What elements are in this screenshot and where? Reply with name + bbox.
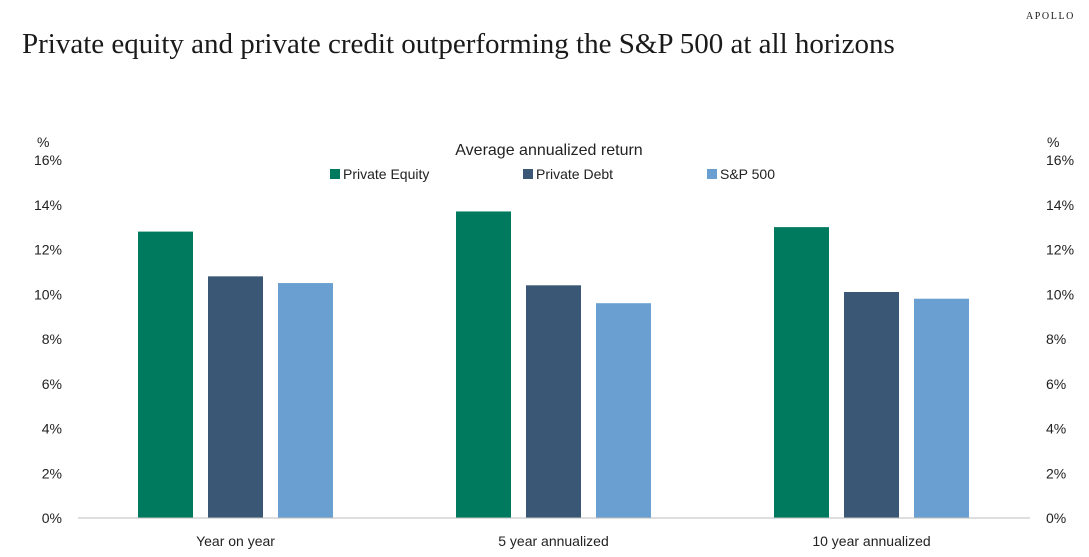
legend-swatch [707,169,717,179]
bar [596,303,651,518]
y-axis-left: 0% 2% 4% 6% 8% 10% 12% 14% 16% [34,152,62,526]
legend-swatch [330,169,340,179]
x-axis-labels: Year on year 5 year annualized 10 year ann… [196,533,931,549]
y-tick-label-right: 10% [1046,286,1074,302]
chart-title: Average annualized return [455,142,642,159]
y-tick-label-left: 2% [42,465,62,481]
y-tick-label-left: 16% [34,152,62,168]
bar [456,211,511,518]
x-tick-label: Year on year [196,533,275,549]
bar [914,298,969,518]
bar [208,276,263,518]
brand-logo: APOLLO [1025,11,1075,22]
y-unit-left: % [37,134,49,150]
y-tick-label-right: 16% [1046,152,1074,168]
legend-label: S&P 500 [720,166,775,182]
y-tick-label-right: 0% [1046,510,1066,526]
y-tick-label-left: 10% [34,286,62,302]
legend-label: Private Equity [343,166,429,182]
y-tick-label-left: 12% [34,242,62,258]
legend: Private Equity Private Debt S&P 500 [330,166,775,182]
y-tick-label-left: 4% [42,421,62,437]
y-tick-label-right: 6% [1046,376,1066,392]
y-unit-right: % [1047,134,1059,150]
y-axis-right: 0% 2% 4% 6% 8% 10% 12% 14% 16% [1046,152,1074,526]
y-tick-label-left: 0% [42,510,62,526]
y-tick-label-right: 12% [1046,242,1074,258]
y-tick-label-right: 4% [1046,421,1066,437]
y-tick-label-left: 14% [34,197,62,213]
page-headline: Private equity and private credit outper… [22,28,895,60]
bars [138,211,969,518]
x-tick-label: 10 year annualized [812,533,930,549]
bar [774,227,829,518]
bar [844,292,899,518]
x-tick-label: 5 year annualized [498,533,609,549]
y-tick-label-right: 14% [1046,197,1074,213]
y-tick-label-right: 2% [1046,465,1066,481]
y-tick-label-left: 6% [42,376,62,392]
y-tick-label-right: 8% [1046,331,1066,347]
bar [278,283,333,518]
y-tick-label-left: 8% [42,331,62,347]
legend-swatch [523,169,533,179]
bar [138,231,193,518]
bar [526,285,581,518]
legend-label: Private Debt [536,166,613,182]
